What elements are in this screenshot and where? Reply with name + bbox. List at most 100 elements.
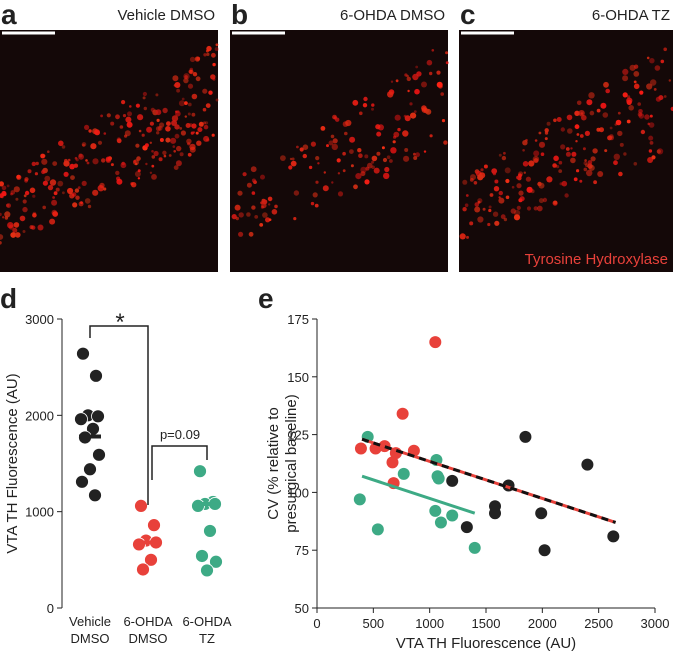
data-point	[203, 524, 217, 538]
cell	[187, 102, 192, 107]
cell	[246, 182, 252, 188]
cell	[251, 178, 256, 183]
cell	[581, 114, 587, 121]
cell	[4, 216, 9, 220]
cell	[22, 230, 26, 233]
cell	[516, 175, 520, 180]
data-point	[535, 507, 548, 520]
x-tick-label: 2500	[584, 616, 613, 631]
cell	[376, 131, 382, 137]
cell	[126, 121, 133, 128]
cell	[322, 185, 329, 192]
panel-title: Vehicle DMSO	[117, 7, 215, 24]
x-tick-label: 1500	[472, 616, 501, 631]
cell	[526, 186, 533, 193]
cell	[280, 155, 286, 162]
cell	[262, 212, 268, 218]
cell	[172, 145, 176, 148]
cell	[415, 65, 419, 69]
cell	[588, 92, 595, 99]
cell	[250, 166, 257, 173]
cell	[251, 191, 256, 195]
cell	[404, 115, 411, 122]
cell	[528, 160, 535, 167]
panel-label: a	[1, 0, 17, 30]
cell	[37, 224, 44, 231]
cell	[552, 163, 557, 168]
cell	[546, 176, 553, 183]
bracket	[151, 445, 208, 480]
cell	[648, 149, 653, 153]
cell	[52, 196, 55, 199]
data-point	[75, 474, 89, 489]
cell	[149, 141, 152, 144]
cell	[492, 211, 499, 217]
cell	[231, 214, 237, 220]
cell	[1, 185, 7, 191]
cell	[42, 154, 46, 158]
data-point	[446, 509, 459, 522]
data-point	[460, 521, 473, 534]
cell	[155, 126, 161, 132]
cell	[584, 159, 587, 162]
cell	[403, 155, 410, 162]
cell	[153, 150, 159, 157]
cell	[542, 197, 548, 203]
cell	[658, 95, 664, 101]
fit-line	[361, 474, 476, 515]
cell	[626, 99, 632, 105]
cell	[413, 110, 417, 113]
cell	[540, 152, 545, 156]
cell	[165, 126, 171, 132]
cell	[604, 149, 608, 153]
cell	[489, 193, 494, 197]
cell	[155, 93, 159, 97]
cell	[477, 216, 484, 223]
cell	[10, 232, 17, 238]
cell	[143, 106, 147, 111]
cell	[237, 190, 243, 196]
micrograph	[459, 30, 673, 272]
cell	[32, 194, 36, 198]
y-tick-label: 50	[295, 601, 309, 616]
cell	[443, 140, 448, 145]
cell	[390, 80, 394, 83]
cell	[381, 146, 385, 150]
cell	[522, 140, 528, 146]
cell	[633, 64, 639, 69]
cell	[172, 75, 179, 82]
cell	[94, 129, 100, 136]
cell	[364, 179, 370, 185]
cell	[10, 192, 13, 196]
cell	[320, 125, 326, 131]
cell	[141, 133, 145, 137]
cell	[350, 164, 354, 168]
panel-title: 6-OHDA TZ	[592, 7, 670, 24]
cell	[487, 222, 491, 227]
cell	[203, 121, 206, 125]
cell	[503, 151, 506, 155]
cell	[238, 231, 244, 237]
cell	[480, 168, 484, 172]
cell	[519, 196, 525, 202]
cell	[345, 119, 352, 127]
cell	[617, 111, 621, 115]
cell	[202, 107, 207, 112]
cell	[310, 201, 315, 206]
cell	[505, 178, 510, 184]
y-tick-label: 125	[287, 428, 309, 443]
data-point	[136, 562, 150, 577]
cell	[72, 202, 78, 208]
y-axis-label: VTA TH Fluorescence (AU)	[4, 373, 21, 553]
y-tick-label: 175	[287, 312, 309, 327]
cell	[500, 214, 506, 220]
cell	[638, 113, 645, 119]
data-point	[354, 442, 367, 455]
cell	[156, 131, 160, 135]
cell	[260, 174, 265, 180]
cell	[593, 180, 597, 185]
y-tick-label: 75	[295, 543, 309, 558]
cell	[63, 171, 69, 177]
cell	[203, 135, 210, 142]
cell	[503, 217, 508, 222]
